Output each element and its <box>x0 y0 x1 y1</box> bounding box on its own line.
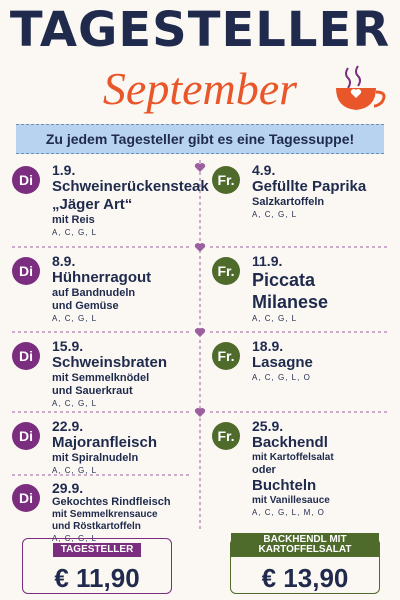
price: € 13,90 <box>261 563 349 593</box>
day-badge: Di <box>12 257 40 285</box>
allergens: A, C, G, L <box>52 228 98 237</box>
dish-line: mit Spiralnudeln <box>52 452 139 464</box>
dish-line: „Jäger Art“ <box>52 196 133 213</box>
banner: Zu jedem Tagesteller gibt es eine Tagess… <box>16 124 384 154</box>
dish-line: und Gemüse <box>52 300 119 312</box>
dish-line: Hühnerragout <box>52 269 152 286</box>
date: 25.9. <box>252 418 284 434</box>
dish-line: Gefüllte Paprika <box>252 178 367 195</box>
price-label: TAGESTELLER <box>52 543 142 557</box>
dish-line: Buchteln <box>252 477 317 494</box>
allergens: A, C, G, L, M, O <box>252 508 325 517</box>
dish-line: oder <box>252 464 276 476</box>
allergens: A, C, G, L <box>52 399 98 408</box>
allergens: A, C, G, L <box>252 210 298 219</box>
day-badge: Di <box>12 422 40 450</box>
date: 4.9. <box>252 162 276 178</box>
price-label: BACKHENDL MIT KARTOFFELSALAT <box>231 533 379 557</box>
dish-line: Gekochtes Rindfleisch <box>52 496 171 508</box>
allergens: A, C, G, L, O <box>252 373 311 382</box>
dish-line: Schweinsbraten <box>52 354 168 371</box>
entry-text: 22.9. Majoranfleisch mit Spiralnudeln A, C,… <box>52 418 157 477</box>
date: 15.9. <box>52 338 84 354</box>
dish-line: Piccata Milanese <box>252 270 329 312</box>
day-badge: Fr. <box>212 422 240 450</box>
day-badge: Di <box>12 484 40 512</box>
price-box: TAGESTELLER € 11,90 <box>22 538 172 594</box>
date: 29.9. <box>52 480 84 496</box>
allergens: A, C, G, L <box>52 314 98 323</box>
date: 1.9. <box>52 162 76 178</box>
allergens: A, C, G, L <box>52 466 98 475</box>
entry-text: 29.9. Gekochtes Rindfleisch mit Semmelkren… <box>52 480 171 545</box>
dish-line: Lasagne <box>252 354 313 371</box>
entry-text: 1.9. Schweinerückensteak „Jäger Art“ mit Re… <box>52 162 209 239</box>
entry-text: 25.9. Backhendl mit Kartoffelsalat oder Buch… <box>252 418 334 519</box>
dish-line: mit Semmelkrensauce <box>52 509 158 520</box>
coffee-cup-icon <box>336 65 386 110</box>
dish-line: Backhendl <box>252 434 328 451</box>
entry-text: 15.9. Schweinsbraten mit Semmelknödel und S… <box>52 338 167 410</box>
dish-line: und Sauerkraut <box>52 385 133 397</box>
dish-line: mit Reis <box>52 214 95 226</box>
dish-line: auf Bandnudeln <box>52 287 136 299</box>
dish-line: und Röstkartoffeln <box>52 521 141 532</box>
day-badge: Fr. <box>212 342 240 370</box>
dish-line: Majoranfleisch <box>52 434 158 451</box>
price: € 11,90 <box>54 563 140 593</box>
entry-text: 8.9. Hühnerragout auf Bandnudeln und Gemüse… <box>52 253 151 325</box>
day-badge: Fr. <box>212 257 240 285</box>
dish-line: mit Semmelknödel <box>52 372 150 384</box>
entry-text: 4.9. Gefüllte Paprika Salzkartoffeln A, C, … <box>252 162 366 221</box>
subtitle: September <box>102 63 298 114</box>
date: 18.9. <box>252 338 284 354</box>
date: 8.9. <box>52 253 76 269</box>
price-box: BACKHENDL MIT KARTOFFELSALAT € 13,90 <box>230 533 380 594</box>
day-badge: Di <box>12 166 40 194</box>
dish-line: mit Vanillesauce <box>252 495 330 506</box>
day-badge: Fr. <box>212 166 240 194</box>
title: TAGESTELLER <box>9 2 391 58</box>
entry-text: 11.9. Piccata Milanese A, C, G, L <box>252 253 390 325</box>
dish-line: Salzkartoffeln <box>252 196 325 208</box>
allergens: A, C, G, L <box>252 314 298 323</box>
date: 22.9. <box>52 418 84 434</box>
dish-line: Schweinerückensteak <box>52 178 209 195</box>
date: 11.9. <box>252 253 283 269</box>
dish-line: mit Kartoffelsalat <box>252 452 334 463</box>
day-badge: Di <box>12 342 40 370</box>
entry-text: 18.9. Lasagne A, C, G, L, O <box>252 338 313 384</box>
